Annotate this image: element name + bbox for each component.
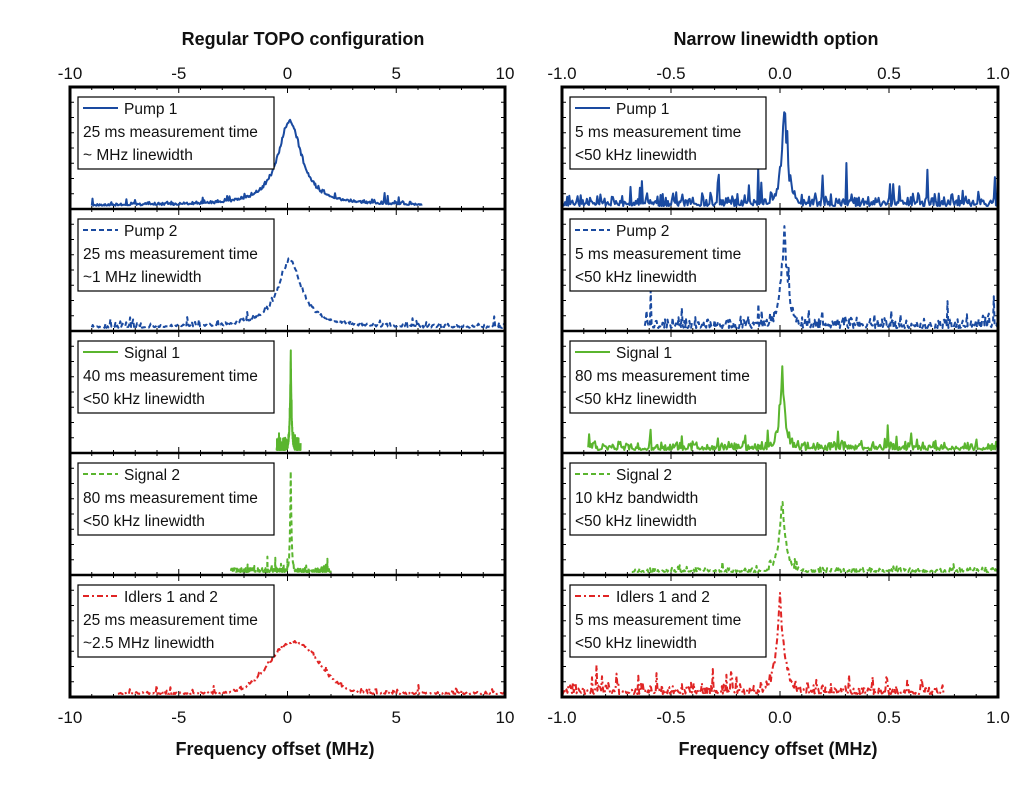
legend-annotation: 5 ms measurement time [575, 124, 741, 141]
legend-annotation: 25 ms measurement time [83, 612, 258, 629]
bottom-tick-label: -0.5 [656, 708, 685, 727]
top-tick-label: 0 [283, 64, 292, 83]
bottom-tick-label: -10 [58, 708, 83, 727]
top-tick-label: 0.5 [877, 64, 901, 83]
spectrum-trace [229, 470, 332, 573]
panel-pump-2: Pump 2 5 ms measurement time <50 kHz linew… [561, 209, 999, 331]
panel-pump-1: Pump 1 5 ms measurement time <50 kHz linew… [561, 87, 999, 209]
legend-series-name: Pump 2 [124, 223, 177, 240]
legend-annotation: <50 kHz linewidth [83, 391, 205, 408]
legend-annotation: <50 kHz linewidth [575, 635, 697, 652]
legend-series-name: Idlers 1 and 2 [616, 589, 710, 606]
legend-series-name: Pump 2 [616, 223, 669, 240]
chart-frame [560, 85, 1000, 699]
legend-series-name: Pump 1 [124, 101, 177, 118]
panel-idlers-1-and-2: Idlers 1 and 2 5 ms measurement time <50 k… [561, 575, 999, 697]
legend-annotation: <50 kHz linewidth [575, 269, 697, 286]
spectrum-trace [275, 349, 302, 451]
top-tick-label: 5 [392, 64, 401, 83]
left-chart-title: Regular TOPO configuration [182, 29, 425, 49]
bottom-tick-label: -1.0 [547, 708, 576, 727]
panel-signal-1: Signal 1 80 ms measurement time <50 kHz li… [561, 331, 999, 453]
legend-series-name: Signal 1 [124, 345, 180, 362]
top-tick-label: 1.0 [986, 64, 1010, 83]
legend-series-name: Signal 2 [616, 467, 672, 484]
bottom-tick-label: 1.0 [986, 708, 1010, 727]
panel-idlers-1-and-2: Idlers 1 and 2 25 ms measurement time ~2.5… [69, 575, 506, 697]
panel-signal-2: Signal 2 80 ms measurement time <50 kHz li… [69, 453, 506, 575]
legend-annotation: <50 kHz linewidth [575, 147, 697, 164]
spectrum-trace [561, 592, 945, 695]
legend-annotation: <50 kHz linewidth [83, 513, 205, 530]
legend-annotation: 25 ms measurement time [83, 246, 258, 263]
legend-annotation: 5 ms measurement time [575, 612, 741, 629]
legend-annotation: 25 ms measurement time [83, 124, 258, 141]
top-tick-label: 0.0 [768, 64, 792, 83]
spectrum-trace [587, 365, 999, 451]
legend-series-name: Signal 1 [616, 345, 672, 362]
top-tick-label: -0.5 [656, 64, 685, 83]
spectrum-trace [117, 639, 506, 695]
bottom-tick-label: 10 [496, 708, 515, 727]
spectrum-trace [631, 501, 999, 573]
bottom-tick-label: 0.0 [768, 708, 792, 727]
right-chart-title: Narrow linewidth option [674, 29, 879, 49]
legend-box [77, 584, 275, 658]
left-x-axis-label: Frequency offset (MHz) [175, 739, 374, 759]
panel-signal-1: Signal 1 40 ms measurement time <50 kHz li… [69, 331, 506, 453]
spectrum-trace [90, 118, 423, 207]
panel-pump-1: Pump 1 25 ms measurement time ~ MHz linewi… [69, 87, 506, 209]
spectrum-trace [90, 257, 506, 329]
legend-annotation: ~ MHz linewidth [83, 147, 193, 164]
plot-area: -10 -10 -5 -5 0 0 5 5 10 10 Pump 1 25 ms measuremen… [58, 64, 1010, 727]
legend-annotation: 5 ms measurement time [575, 246, 741, 263]
spectrum-trace [561, 111, 999, 207]
legend-annotation: 80 ms measurement time [83, 490, 258, 507]
legend-annotation: ~1 MHz linewidth [83, 269, 201, 286]
bottom-tick-label: 5 [392, 708, 401, 727]
legend-series-name: Idlers 1 and 2 [124, 589, 218, 606]
chart-regular-topo: -10 -10 -5 -5 0 0 5 5 10 10 Pump 1 25 ms measuremen… [58, 64, 515, 727]
legend-annotation: 80 ms measurement time [575, 368, 750, 385]
legend-annotation: 10 kHz bandwidth [575, 490, 698, 507]
legend-series-name: Signal 2 [124, 467, 180, 484]
top-tick-label: -10 [58, 64, 83, 83]
right-x-axis-label: Frequency offset (MHz) [678, 739, 877, 759]
legend-annotation: 40 ms measurement time [83, 368, 258, 385]
legend-annotation: <50 kHz linewidth [575, 513, 697, 530]
top-tick-label: 10 [496, 64, 515, 83]
top-tick-label: -1.0 [547, 64, 576, 83]
legend-series-name: Pump 1 [616, 101, 669, 118]
bottom-tick-label: 0 [283, 708, 292, 727]
chart-frame [68, 85, 507, 699]
spectrum-trace [643, 225, 999, 329]
bottom-tick-label: 0.5 [877, 708, 901, 727]
bottom-tick-label: -5 [171, 708, 186, 727]
chart-narrow-linewidth: -1.0 -1.0 -0.5 -0.5 0.0 0.0 0.5 0.5 1.0 1.0 Pump 1… [547, 64, 1009, 727]
legend-annotation: ~2.5 MHz linewidth [83, 635, 214, 652]
legend-annotation: <50 kHz linewidth [575, 391, 697, 408]
legend-box [569, 584, 767, 658]
panel-pump-2: Pump 2 25 ms measurement time ~1 MHz linew… [69, 209, 506, 331]
panel-signal-2: Signal 2 10 kHz bandwidth <50 kHz linewidt… [561, 453, 999, 575]
top-tick-label: -5 [171, 64, 186, 83]
